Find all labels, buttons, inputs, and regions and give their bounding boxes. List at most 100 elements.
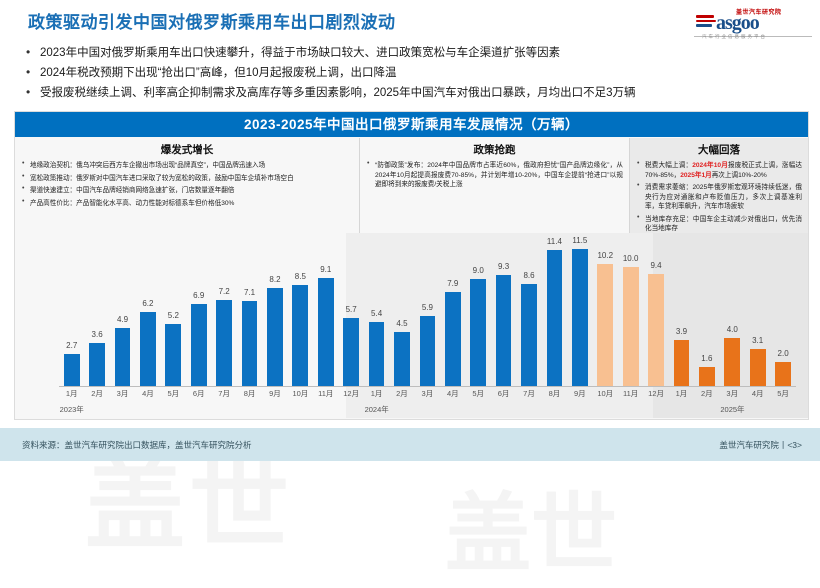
gasgoo-logo: 盖世汽车研究院 asgoo 汽车行业信息服务平台 — [694, 6, 812, 42]
panel-items: “防御政策”发布：2024年中国品牌市占率近60%，俄政府担忧“国产品牌边缘化”… — [366, 159, 623, 190]
page-title: 政策驱动引发中国对俄罗斯乘用车出口剧烈波动 — [28, 13, 396, 32]
bar: 9.4 — [648, 261, 664, 386]
bar-value-label: 9.3 — [498, 262, 510, 272]
bar: 5.4 — [368, 309, 385, 386]
highlight-text: 2025年1月 — [680, 171, 712, 179]
logo-cn-tag: 盖世汽车研究院 — [736, 10, 782, 16]
bar-value-label: 5.2 — [167, 311, 179, 321]
bar-value-label: 5.4 — [371, 308, 383, 318]
bar-value-label: 11.4 — [546, 237, 562, 247]
bar-slot: 6.9 — [186, 237, 211, 386]
x-tick-label: 1月 — [675, 389, 688, 398]
panel-heading: 爆发式增长 — [160, 144, 214, 156]
panel-items: 地缘政治契机：俄乌冲突后西方车企撤出市场出现“品牌真空”，中国品牌迅速入场 宽松… — [21, 159, 353, 208]
bar: 5.7 — [343, 305, 360, 386]
x-tick-label: 8月 — [243, 389, 256, 398]
bar-value-label: 3.6 — [91, 330, 103, 340]
year-group-label: 2024年 — [364, 405, 389, 414]
bar-value-label: 3.1 — [752, 336, 764, 346]
bar-value-label: 4.0 — [726, 325, 738, 335]
bar: 6.9 — [190, 291, 207, 386]
chart-title: 2023-2025年中国出口俄罗斯乘用车发展情况（万辆） — [15, 112, 808, 137]
logo-divider — [694, 36, 812, 37]
logo-bars-icon — [696, 15, 716, 29]
bar-slot: 8.2 — [262, 237, 287, 386]
bar-slot: 2.7 — [59, 237, 84, 386]
bar: 10.2 — [597, 251, 614, 386]
list-item: 消费需求萎缩：2025年俄罗斯宏观环境持续低迷，俄央行为应对通胀和卢布贬值压力，… — [636, 181, 802, 212]
x-tick-label: 11月 — [318, 389, 334, 398]
bar-slot: 11.4 — [542, 237, 567, 386]
footer-right-label: 盖世汽车研究院丨<3> — [719, 440, 802, 450]
bar-slot: 2.0 — [770, 237, 795, 386]
x-tick-label: 1月 — [370, 389, 383, 398]
bar-slot: 10.0 — [618, 237, 643, 386]
year-group-label: 2023年 — [59, 405, 84, 414]
bar-slot: 1.6 — [694, 237, 719, 386]
panel-items: 税费大幅上调：2024年10月报废税正式上调，涨幅达70%-85%，2025年1… — [636, 159, 802, 234]
bar-value-label: 7.9 — [447, 278, 459, 288]
footer-bar: 资料来源：盖世汽车研究院出口数据库，盖世汽车研究院分析 盖世汽车研究院丨<3> — [0, 428, 820, 461]
x-tick-label: 5月 — [777, 389, 789, 398]
x-tick-label: 2月 — [701, 389, 713, 398]
x-tick-label: 4月 — [751, 389, 764, 398]
bar-slot: 8.5 — [288, 237, 313, 386]
bar-slot: 4.5 — [389, 237, 414, 386]
source-note: 资料来源：盖世汽车研究院出口数据库，盖世汽车研究院分析 — [22, 440, 252, 450]
bar-slot: 9.4 — [643, 237, 668, 386]
x-tick-label: 9月 — [573, 389, 586, 398]
bar-value-label: 5.7 — [345, 305, 357, 315]
bar-slot: 5.9 — [415, 237, 440, 386]
x-tick-label: 7月 — [218, 389, 230, 398]
bar: 11.5 — [571, 236, 588, 386]
bar: 8.6 — [521, 271, 537, 386]
bar-slot: 9.3 — [491, 237, 516, 386]
bar: 3.6 — [89, 330, 105, 386]
x-tick-label: 3月 — [726, 389, 739, 398]
bar: 3.1 — [749, 336, 766, 386]
x-tick-label: 10月 — [292, 389, 309, 398]
bar-series: 2.7 3.6 4.9 6.2 5.2 6.9 7.2 7.1 8.2 8.5 9.1 5.7 5.4 4… — [59, 236, 796, 386]
x-axis-line — [59, 386, 796, 387]
x-tick-label: 12月 — [648, 389, 664, 398]
bar-value-label: 5.9 — [421, 302, 433, 312]
bar-value-label: 9.1 — [320, 264, 332, 274]
bar: 11.4 — [546, 237, 563, 386]
bar: 10.0 — [622, 254, 639, 386]
year-group-label: 2025年 — [720, 405, 745, 414]
bar-value-label: 8.6 — [523, 270, 535, 280]
bar: 5.2 — [165, 311, 182, 386]
bar-value-label: 4.9 — [116, 314, 129, 324]
bar-value-label: 3.9 — [675, 326, 688, 336]
bar-slot: 7.1 — [237, 237, 262, 386]
bar-slot: 9.1 — [313, 237, 338, 386]
bar: 7.9 — [444, 279, 461, 386]
bar: 4.9 — [114, 315, 131, 386]
x-tick-label: 11月 — [622, 389, 639, 398]
bar-slot: 3.1 — [745, 237, 770, 386]
bar-slot: 3.9 — [669, 237, 694, 386]
bar-value-label: 7.1 — [243, 288, 256, 298]
bar-value-label: 6.2 — [142, 299, 154, 309]
x-tick-label: 8月 — [548, 389, 561, 398]
bar-slot: 10.2 — [593, 237, 618, 386]
bar-slot: 3.6 — [84, 237, 109, 386]
x-tick-label: 3月 — [116, 389, 129, 398]
bar-value-label: 4.5 — [396, 319, 408, 329]
bar: 4.5 — [394, 319, 410, 386]
x-tick-label: 6月 — [497, 389, 510, 398]
watermark: 盖世 — [445, 486, 617, 582]
list-item: 地缘政治契机：俄乌冲突后西方车企撤出市场出现“品牌真空”，中国品牌迅速入场 — [21, 159, 353, 171]
x-tick-label: 7月 — [523, 389, 535, 398]
logo-wordmark: asgoo — [716, 12, 760, 34]
x-axis-year-labels: 2023年 2024年 2025年 — [59, 404, 796, 416]
bar: 9.3 — [495, 262, 512, 386]
bar-slot: 11.5 — [567, 236, 592, 386]
panel-sharp-decline: 大幅回落 税费大幅上调：2024年10月报废税正式上调，涨幅达70%-85%，2… — [629, 138, 808, 233]
bar-slot: 6.2 — [135, 237, 160, 386]
bar-chart-plot: 盖世 盖世 2.7 3.6 4.9 6.2 5.2 6.9 7.2 7.1 8.2 8.5 9.1 5… — [15, 233, 808, 582]
bar: 5.9 — [419, 303, 436, 386]
bar: 7.1 — [241, 288, 258, 386]
bar: 7.2 — [216, 287, 233, 386]
bar-value-label: 9.4 — [650, 260, 662, 270]
